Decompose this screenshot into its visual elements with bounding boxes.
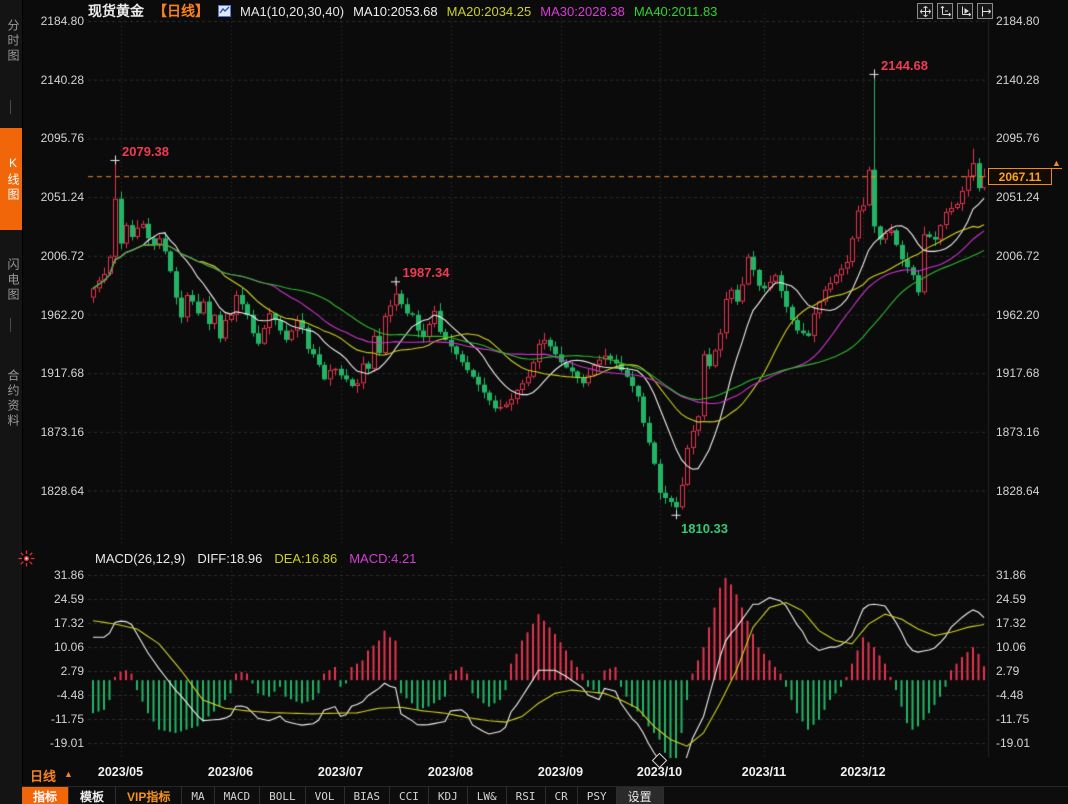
x-axis-label: 2023/06 [208,765,253,779]
x-axis-label: 2023/11 [742,765,787,779]
toolbar-item-1[interactable]: 指标 [22,787,69,804]
axis-tick-label: 1962.20 [32,308,84,322]
axis-tick-label: 2.79 [32,664,84,678]
axis-tick-label: 24.59 [32,592,84,606]
axis-tick-label: 31.86 [32,568,84,582]
axis-tick-label: -4.48 [32,688,84,702]
chart-control-icons [917,3,993,19]
pan-icon[interactable] [917,3,933,19]
price-annotation: 2144.68 [881,58,928,73]
trading-app-window: 分时图 K线图闪电图合约资料 现货黄金 【日线】 MA1(10,20,30,40)… [0,0,1068,804]
axis-tick-label: 2.79 [996,664,1019,678]
mini-chart-icon [218,5,231,17]
price-annotation: 2079.38 [122,144,169,159]
axis-zoom-icon[interactable] [937,3,953,19]
axis-tick-label: 2184.80 [32,14,84,28]
macd-diff-value: DIFF:18.96 [197,551,262,566]
toolbar-item-8[interactable]: BIAS [345,787,391,804]
axis-shift-icon[interactable] [977,3,993,19]
alert-starburst-icon[interactable] [18,550,35,572]
period-caret-icon[interactable]: ▲ [64,769,73,779]
price-annotation: 1987.34 [403,265,450,280]
axis-tick-label: 2140.28 [32,73,84,87]
axis-tick-label: 2051.24 [996,190,1039,204]
toolbar-item-11[interactable]: LW& [468,787,507,804]
ma10-value: MA10:2053.68 [353,4,438,19]
toolbar-item-15[interactable]: 设置 [617,787,664,804]
sidebar-tab-3[interactable]: 闪电图 [0,233,22,328]
axis-tick-label: -11.75 [32,712,84,726]
axis-tick-label: 17.32 [996,616,1026,630]
x-axis-label: 2023/12 [840,765,885,779]
sidebar-divider [10,100,11,114]
sidebar-divider [10,318,11,332]
indicator-toolbar: 指标模板VIP指标MAMACDBOLLVOLBIASCCIKDJLW&RSICR… [22,786,1068,804]
last-price-value: 2067.11 [999,170,1042,184]
axis-tick-label: 31.86 [996,568,1026,582]
axis-tick-label: 2184.80 [996,14,1039,28]
period-selector[interactable]: 日线 [30,766,56,785]
ma40-value: MA40:2011.83 [634,4,718,19]
axis-tick-label: -19.01 [996,736,1030,750]
axis-tick-label: 1873.16 [996,425,1039,439]
toolbar-item-7[interactable]: VOL [306,787,345,804]
x-axis-label: 2023/09 [538,765,583,779]
toolbar-item-14[interactable]: PSY [578,787,617,804]
axis-play-icon[interactable] [957,3,973,19]
axis-tick-label: 2140.28 [996,73,1039,87]
sidebar: 分时图 K线图闪电图合约资料 [0,0,23,804]
axis-tick-label: 1917.68 [32,366,84,380]
toolbar-item-9[interactable]: CCI [390,787,429,804]
last-price-tag: 2067.11 [988,168,1052,185]
x-axis-row: 日线 ▲ 2023/05 2023/06 2023/07 2023/08 2023/09… [0,760,1068,785]
toolbar-item-10[interactable]: KDJ [429,787,468,804]
period-badge: 【日线】 [153,1,209,21]
toolbar-item-4[interactable]: MA [182,787,214,804]
axis-tick-label: -11.75 [996,712,1029,726]
toolbar-item-13[interactable]: CR [546,787,578,804]
axis-tick-label: -4.48 [996,688,1023,702]
sidebar-tab-4[interactable]: 合约资料 [0,333,22,464]
toolbar-item-2[interactable]: 模板 [69,787,116,804]
axis-tick-label: 10.06 [996,640,1026,654]
axis-tick-label: 2006.72 [996,249,1039,263]
axis-tick-label: 17.32 [32,616,84,630]
axis-tick-label: 1828.64 [32,484,84,498]
macd-macd-value: MACD:4.21 [349,551,416,566]
macd-header: MACD(26,12,9) DIFF:18.96 DEA:16.86 MACD:… [95,551,416,566]
axis-tick-label: 2006.72 [32,249,84,263]
toolbar-item-6[interactable]: BOLL [260,787,306,804]
price-up-arrow-icon: ▲ [1051,158,1062,169]
toolbar-item-3[interactable]: VIP指标 [116,787,182,804]
sidebar-tab-2[interactable]: K线图 [0,128,22,230]
axis-tick-label: 1962.20 [996,308,1039,322]
x-axis-label: 2023/08 [428,765,473,779]
axis-tick-label: 2051.24 [32,190,84,204]
macd-dea-value: DEA:16.86 [274,551,337,566]
instrument-title: 现货黄金 [88,1,144,21]
axis-tick-label: 1828.64 [996,484,1039,498]
ma30-value: MA30:2028.38 [540,4,625,19]
toolbar-item-5[interactable]: MACD [215,787,261,804]
toolbar-item-12[interactable]: RSI [507,787,546,804]
ma20-value: MA20:2034.25 [447,4,532,19]
x-axis-label: 2023/07 [318,765,363,779]
axis-tick-label: 10.06 [32,640,84,654]
macd-params-label: MACD(26,12,9) [95,551,185,566]
price-annotation: 1810.33 [681,521,728,536]
x-axis-label: 2023/05 [98,765,143,779]
chart-canvas[interactable] [0,0,1068,804]
chart-header: 现货黄金 【日线】 MA1(10,20,30,40) MA10:2053.68 … [88,3,717,19]
axis-tick-label: -19.01 [32,736,84,750]
axis-tick-label: 2095.76 [32,131,84,145]
axis-tick-label: 1873.16 [32,425,84,439]
sidebar-tab-1[interactable]: 分时图 [0,4,22,78]
axis-tick-label: 24.59 [996,592,1026,606]
axis-tick-label: 2095.76 [996,131,1039,145]
axis-tick-label: 1917.68 [996,366,1039,380]
ma-group-label: MA1(10,20,30,40) [240,4,344,19]
